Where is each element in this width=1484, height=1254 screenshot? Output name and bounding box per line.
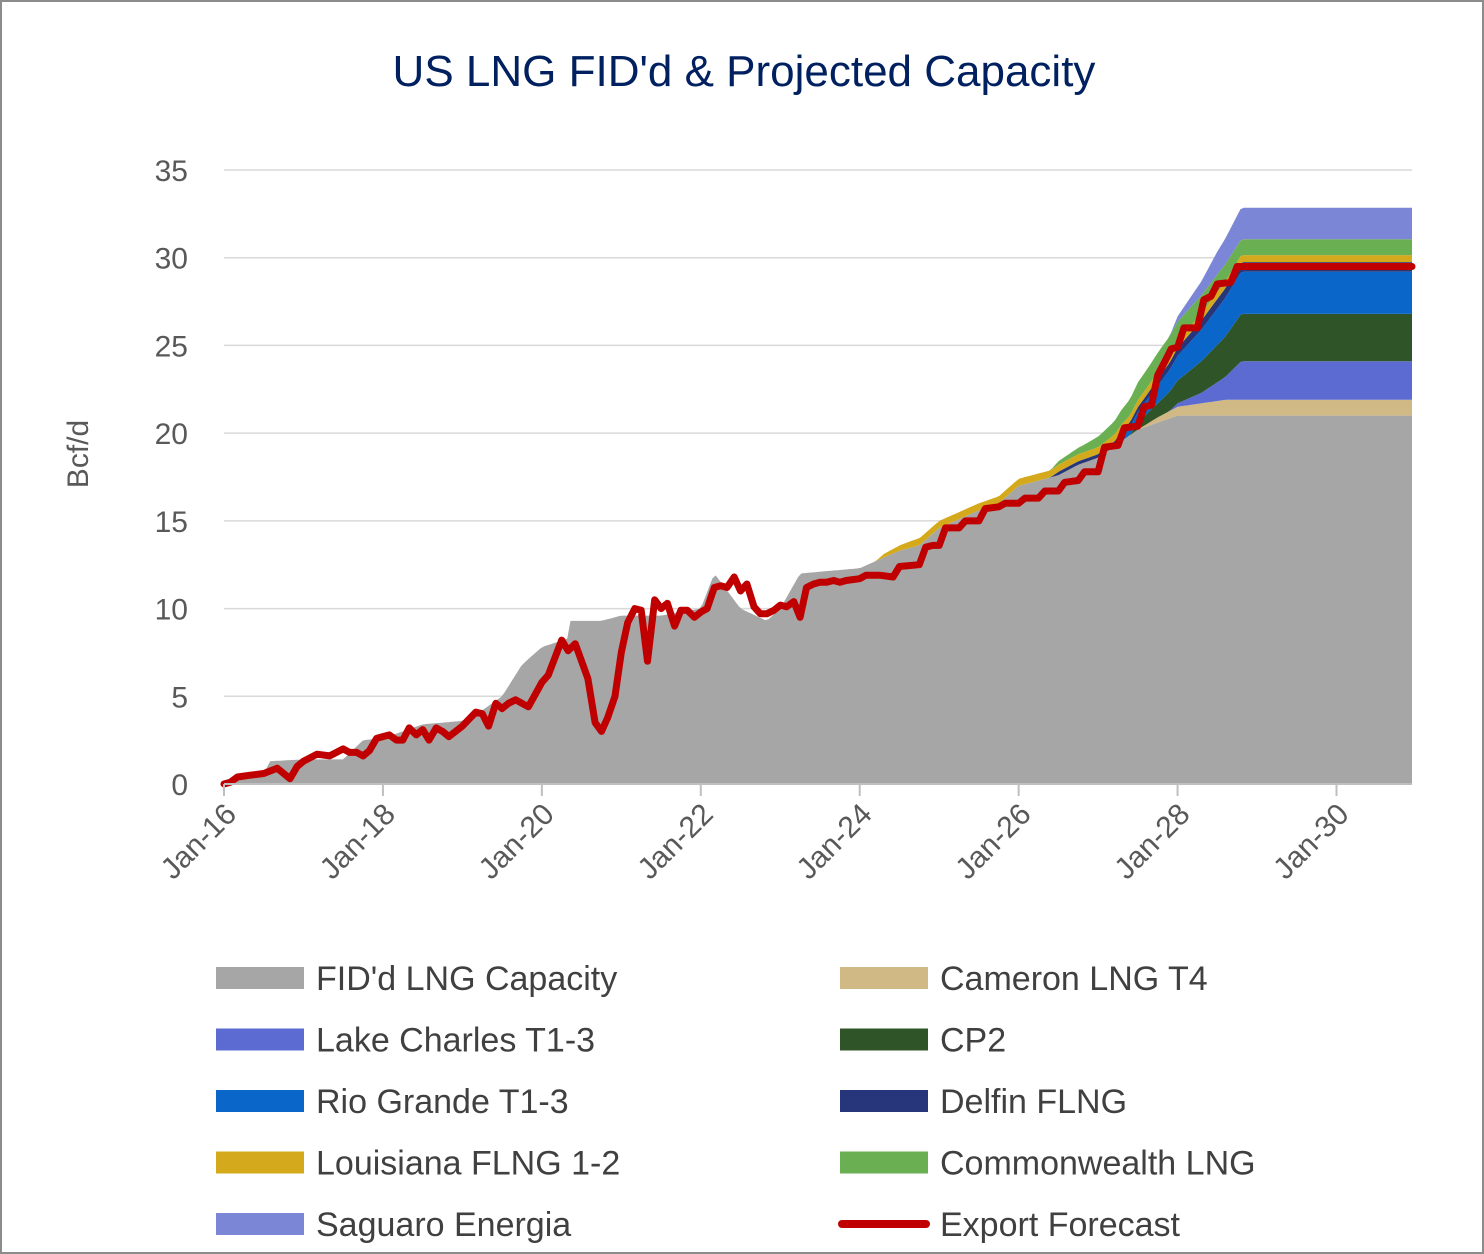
x-tick-label: Jan-16 (155, 798, 243, 886)
y-tick-label: 15 (155, 506, 188, 539)
x-tick-label: Jan-18 (314, 798, 402, 886)
y-tick-label: 25 (155, 330, 188, 363)
legend-label-lake-charles-t1-3: Lake Charles T1-3 (316, 1022, 595, 1060)
gridlines (224, 169, 1412, 698)
y-tick-label: 10 (155, 594, 188, 627)
y-tick-label: 0 (171, 769, 188, 802)
x-tick-label: Jan-28 (1108, 798, 1196, 886)
legend-swatch-fid-d-lng-capacity (216, 967, 304, 989)
x-tick-label: Jan-26 (949, 798, 1037, 886)
legend-swatch-rio-grande-t1-3 (216, 1090, 304, 1112)
line-export-forecast (220, 263, 1416, 788)
area-cp2 (224, 313, 1412, 784)
legend-swatch-delfin-flng (840, 1090, 928, 1112)
legend-label-cp2: CP2 (940, 1022, 1006, 1060)
legend-swatch-louisiana-flng-1-2 (216, 1151, 304, 1174)
legend-swatch-lake-charles-t1-3 (216, 1028, 304, 1051)
legend-label-louisiana-flng-1-2: Louisiana FLNG 1-2 (316, 1145, 620, 1183)
y-tick-label: 20 (155, 418, 188, 451)
y-tick-label: 30 (155, 243, 188, 276)
legend-swatch-saguaro-energia (216, 1213, 304, 1235)
x-tick-label: Jan-24 (790, 798, 878, 886)
legend-label-export-forecast: Export Forecast (940, 1206, 1181, 1244)
legend-label-rio-grande-t1-3: Rio Grande T1-3 (316, 1083, 569, 1121)
x-tick-label: Jan-30 (1267, 798, 1355, 886)
x-tick-label: Jan-22 (632, 798, 720, 886)
legend-label-delfin-flng: Delfin FLNG (940, 1083, 1127, 1121)
y-tick-label: 35 (155, 155, 188, 188)
legend-swatch-cp2 (840, 1028, 928, 1051)
legend-label-fid-d-lng-capacity: FID'd LNG Capacity (316, 960, 617, 998)
y-tick-label: 5 (171, 681, 188, 714)
legend: FID'd LNG Capacity Cameron LNG T4 Lake Cha… (216, 960, 1256, 1244)
legend-label-saguaro-energia: Saguaro Energia (316, 1206, 571, 1244)
x-tick-label: Jan-20 (473, 798, 561, 886)
chart-title: US LNG FID'd & Projected Capacity (393, 47, 1096, 96)
legend-swatch-cameron-lng-t4 (840, 967, 928, 989)
y-axis-title: Bcf/d (62, 420, 95, 488)
forecast-line-layer (220, 263, 1416, 788)
area-fid-d-lng-capacity (224, 415, 1412, 784)
legend-label-commonwealth-lng: Commonwealth LNG (940, 1145, 1256, 1183)
stacked-areas (224, 207, 1412, 785)
legend-swatch-commonwealth-lng (840, 1151, 928, 1174)
legend-label-cameron-lng-t4: Cameron LNG T4 (940, 960, 1208, 998)
